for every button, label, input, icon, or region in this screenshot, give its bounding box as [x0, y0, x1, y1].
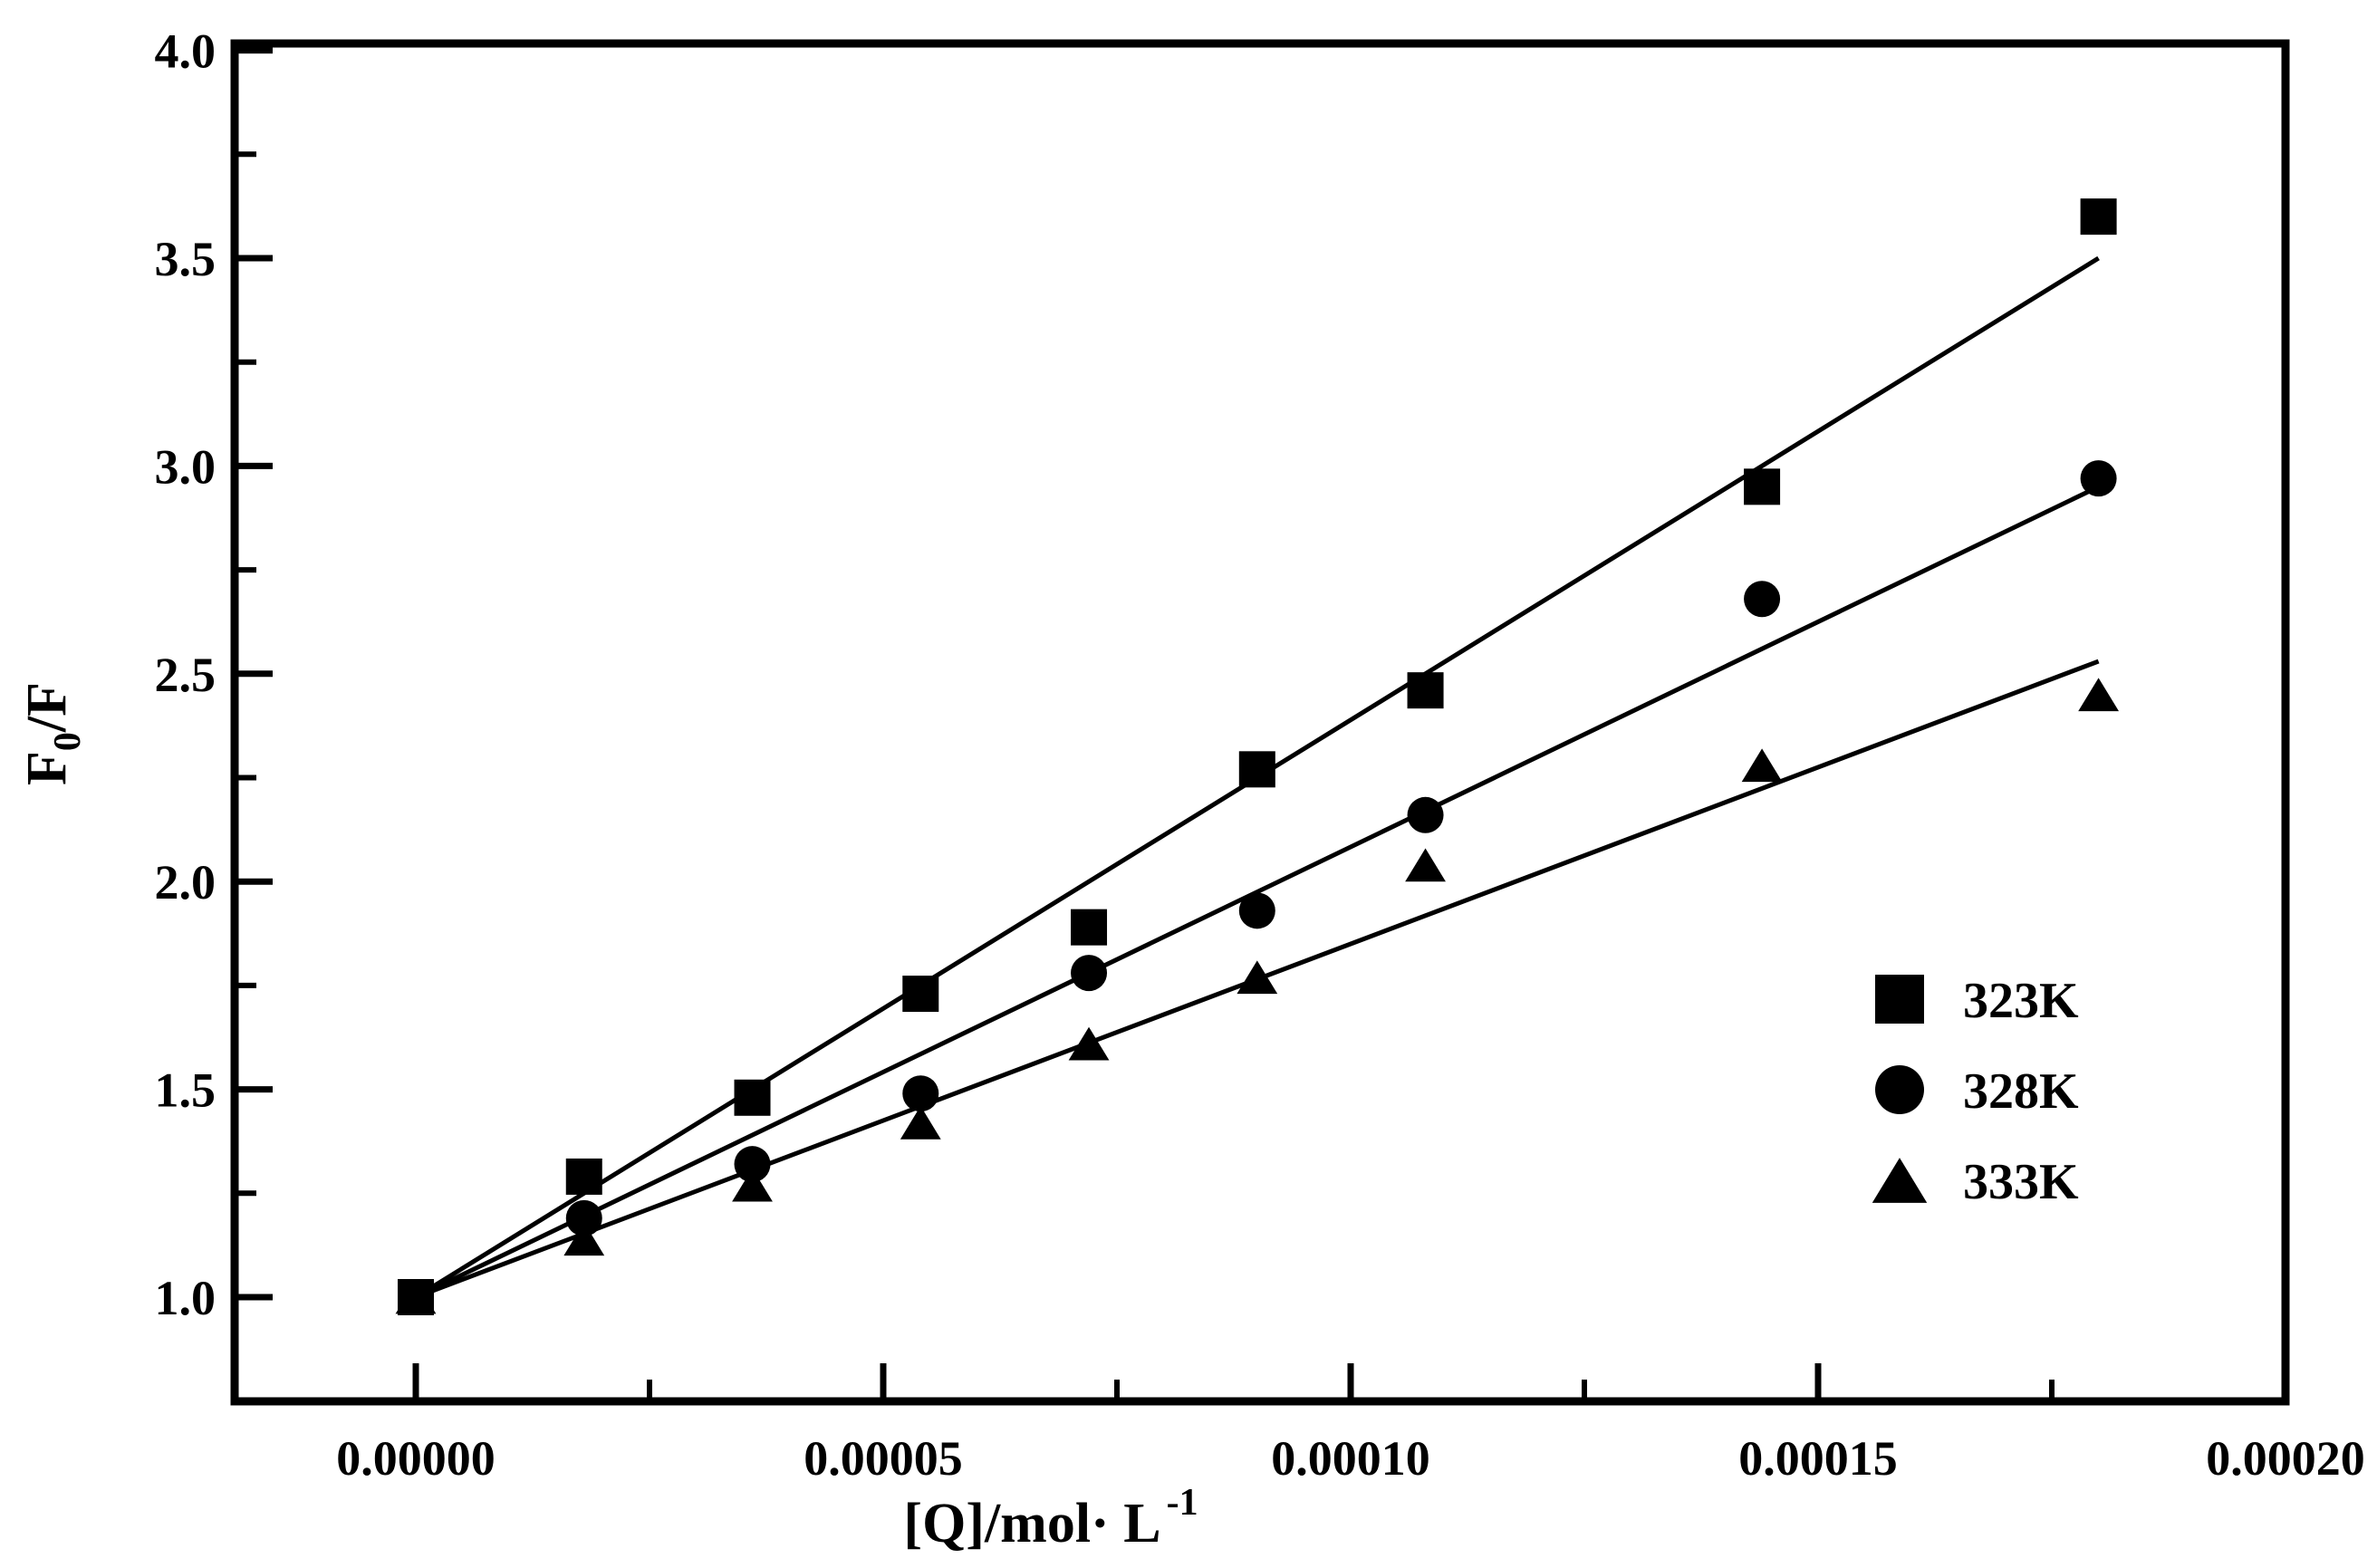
legend-item-328K: 328K: [1875, 1063, 2079, 1120]
x-tick-label-0: 0.00000: [336, 1431, 496, 1486]
legend-323K-square-marker: [1875, 975, 1924, 1024]
point-323K-7-square-marker: [1744, 468, 1781, 505]
point-333K-5-triangle-marker: [1237, 960, 1278, 995]
y-axis-title-subscript: 0: [47, 732, 89, 751]
point-328K-6-circle-marker: [1407, 796, 1444, 833]
point-323K-5-square-marker: [1238, 751, 1275, 788]
x-axis-title-superscript: -1: [1167, 1482, 1198, 1524]
legend-label-328K: 328K: [1963, 1063, 2079, 1120]
y-tick-label-2: 2.0: [155, 855, 217, 909]
legend-item-323K: 323K: [1875, 973, 2079, 1029]
fit-line-328K: [414, 485, 2100, 1300]
point-323K-8-square-marker: [2080, 198, 2117, 236]
y-tick-label-6: 4.0: [155, 24, 217, 79]
legend: 323K 328K 333K: [1872, 973, 2079, 1210]
point-323K-1-square-marker: [565, 1158, 602, 1195]
x-axis-title-main: [Q]/mol· L: [903, 1493, 1160, 1554]
point-323K-4-square-marker: [1071, 909, 1108, 946]
point-333K-4-triangle-marker: [1068, 1026, 1110, 1061]
point-328K-7-circle-marker: [1744, 581, 1781, 618]
plot-frame: [230, 39, 2290, 1406]
data-markers: [395, 198, 2119, 1315]
legend-328K-circle-marker: [1875, 1065, 1924, 1114]
point-328K-4-circle-marker: [1071, 955, 1108, 992]
point-328K-1-circle-marker: [565, 1199, 602, 1236]
x-tick-label-4: 0.00020: [2206, 1431, 2365, 1486]
point-328K-8-circle-marker: [2080, 460, 2117, 497]
legend-333K-triangle-marker: [1872, 1158, 1928, 1203]
legend-item-333K: 333K: [1872, 1154, 2079, 1210]
y-tick-label-5: 3.5: [155, 232, 217, 286]
y-axis-title-base: F: [16, 751, 78, 785]
point-323K-6-square-marker: [1407, 672, 1444, 709]
y-axis-title: F0/F: [16, 682, 89, 785]
y-tick-label-0: 1.0: [155, 1271, 217, 1325]
y-tick-label-4: 3.0: [155, 439, 217, 494]
x-tick-label-2: 0.00010: [1271, 1431, 1430, 1486]
point-333K-0-triangle-marker: [395, 1280, 437, 1314]
point-323K-2-square-marker: [734, 1079, 771, 1116]
series-333K: [395, 678, 2119, 1314]
legend-label-333K: 333K: [1963, 1154, 2079, 1210]
x-tick-label-3: 0.00015: [1738, 1431, 1898, 1486]
point-328K-5-circle-marker: [1238, 892, 1275, 929]
axis-ticks: [235, 47, 2289, 1401]
point-328K-2-circle-marker: [734, 1146, 771, 1183]
point-333K-1-triangle-marker: [563, 1222, 605, 1256]
x-axis-title: [Q]/mol· L -1: [903, 1482, 1198, 1554]
x-tick-label-1: 0.00005: [804, 1431, 963, 1486]
point-333K-7-triangle-marker: [1741, 748, 1783, 783]
point-333K-6-triangle-marker: [1405, 848, 1446, 882]
plot-frame-rect: [230, 39, 2290, 1406]
legend-label-323K: 323K: [1963, 973, 2079, 1029]
point-323K-3-square-marker: [902, 976, 939, 1013]
y-tick-label-1: 1.5: [155, 1063, 217, 1118]
point-333K-8-triangle-marker: [2078, 678, 2119, 712]
y-tick-label-3: 2.5: [155, 648, 217, 702]
y-axis-title-rest: /F: [16, 682, 78, 733]
point-333K-3-triangle-marker: [900, 1105, 941, 1140]
point-328K-3-circle-marker: [902, 1075, 939, 1112]
axis-tick-labels: 0.00000 0.00005 0.00010 0.00015 0.00020 1.0 1.…: [155, 24, 2365, 1486]
point-333K-2-triangle-marker: [732, 1168, 773, 1202]
